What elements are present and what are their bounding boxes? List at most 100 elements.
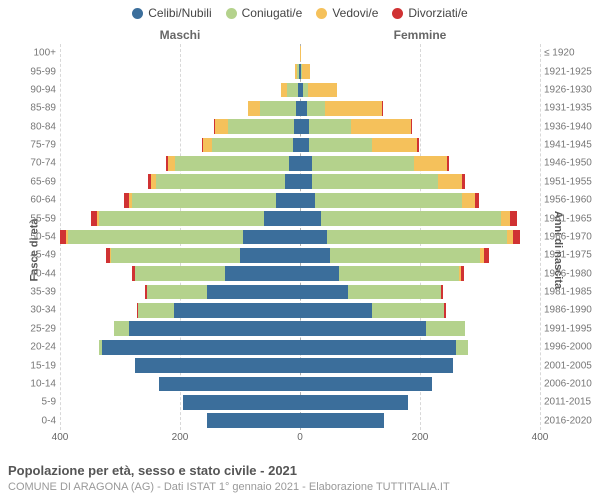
plot-area: 100+≤ 192095-991921-192590-941926-193085… xyxy=(60,44,540,430)
bar-segment-celibi xyxy=(300,174,312,189)
age-label: 65-69 xyxy=(16,176,56,187)
age-row: 70-741946-1950 xyxy=(60,154,540,172)
male-bar xyxy=(60,285,300,300)
bar-segment-coniugati xyxy=(330,248,480,263)
bar-segment-coniugati xyxy=(68,230,244,245)
female-bar xyxy=(300,138,540,153)
bar-segment-celibi xyxy=(300,230,327,245)
bar-rows: 100+≤ 192095-991921-192590-941926-193085… xyxy=(60,44,540,430)
female-bar xyxy=(300,46,540,61)
age-label: 80-84 xyxy=(16,121,56,132)
bar-segment-divorziati xyxy=(462,174,465,189)
age-label: 95-99 xyxy=(16,66,56,77)
bar-segment-celibi xyxy=(300,321,426,336)
male-bar xyxy=(60,156,300,171)
bar-segment-celibi xyxy=(300,266,339,281)
male-bar xyxy=(60,64,300,79)
female-bar xyxy=(300,303,540,318)
male-bar xyxy=(60,413,300,428)
bar-segment-celibi xyxy=(300,285,348,300)
x-tick: 400 xyxy=(532,432,549,443)
age-row: 65-691951-1955 xyxy=(60,173,540,191)
bar-segment-coniugati xyxy=(138,303,174,318)
bar-segment-celibi xyxy=(225,266,300,281)
legend-label: Vedovi/e xyxy=(332,6,378,20)
female-bar xyxy=(300,340,540,355)
bar-segment-celibi xyxy=(300,358,453,373)
bar-segment-celibi xyxy=(300,211,321,226)
bar-segment-coniugati xyxy=(114,321,129,336)
bar-segment-vedovi xyxy=(501,211,510,226)
bar-segment-celibi xyxy=(285,174,300,189)
vedovi-swatch xyxy=(316,8,327,19)
birth-year-label: 1976-1980 xyxy=(544,268,598,279)
birth-year-label: 2016-2020 xyxy=(544,415,598,426)
birth-year-label: ≤ 1920 xyxy=(544,48,598,59)
female-bar xyxy=(300,64,540,79)
birth-year-label: 1946-1950 xyxy=(544,158,598,169)
male-header: Maschi xyxy=(60,28,300,42)
age-label: 10-14 xyxy=(16,378,56,389)
bar-segment-celibi xyxy=(102,340,300,355)
bar-segment-coniugati xyxy=(99,211,264,226)
bar-segment-vedovi xyxy=(438,174,462,189)
birth-year-label: 1996-2000 xyxy=(544,342,598,353)
bar-segment-divorziati xyxy=(510,211,517,226)
legend-item: Vedovi/e xyxy=(316,6,378,20)
bar-segment-coniugati xyxy=(132,193,276,208)
male-bar xyxy=(60,321,300,336)
bar-segment-coniugati xyxy=(135,266,225,281)
bar-segment-celibi xyxy=(300,101,307,116)
age-row: 60-641956-1960 xyxy=(60,191,540,209)
age-label: 0-4 xyxy=(16,415,56,426)
bar-segment-divorziati xyxy=(513,230,520,245)
legend-label: Coniugati/e xyxy=(242,6,303,20)
age-label: 45-49 xyxy=(16,250,56,261)
age-row: 80-841936-1940 xyxy=(60,118,540,136)
bar-segment-celibi xyxy=(240,248,300,263)
population-pyramid: Celibi/Nubili Coniugati/e Vedovi/e Divorzia… xyxy=(0,0,600,500)
age-label: 15-19 xyxy=(16,360,56,371)
age-label: 55-59 xyxy=(16,213,56,224)
female-bar xyxy=(300,377,540,392)
chart-subtitle: COMUNE DI ARAGONA (AG) - Dati ISTAT 1° g… xyxy=(8,480,592,494)
age-label: 20-24 xyxy=(16,342,56,353)
bar-segment-coniugati xyxy=(307,101,325,116)
celibi-swatch xyxy=(132,8,143,19)
female-bar xyxy=(300,248,540,263)
age-row: 40-441976-1980 xyxy=(60,265,540,283)
birth-year-label: 1936-1940 xyxy=(544,121,598,132)
bar-segment-coniugati xyxy=(228,119,294,134)
male-bar xyxy=(60,303,300,318)
bar-segment-celibi xyxy=(300,303,372,318)
bar-segment-coniugati xyxy=(321,211,501,226)
legend-item: Divorziati/e xyxy=(392,6,467,20)
age-row: 55-591961-1965 xyxy=(60,209,540,227)
age-row: 30-341986-1990 xyxy=(60,301,540,319)
age-label: 50-54 xyxy=(16,231,56,242)
birth-year-label: 2011-2015 xyxy=(544,397,598,408)
bar-segment-celibi xyxy=(289,156,300,171)
age-label: 85-89 xyxy=(16,103,56,114)
age-row: 90-941926-1930 xyxy=(60,81,540,99)
bar-segment-celibi xyxy=(174,303,300,318)
bar-segment-celibi xyxy=(129,321,300,336)
bar-segment-coniugati xyxy=(260,101,296,116)
chart-title: Popolazione per età, sesso e stato civil… xyxy=(8,463,592,480)
bar-segment-celibi xyxy=(300,193,315,208)
bar-segment-celibi xyxy=(300,156,312,171)
column-headers: Maschi Femmine xyxy=(60,28,540,42)
male-bar xyxy=(60,230,300,245)
bar-segment-coniugati xyxy=(327,230,507,245)
chart-footer: Popolazione per età, sesso e stato civil… xyxy=(8,463,592,494)
female-bar xyxy=(300,266,540,281)
bar-segment-divorziati xyxy=(444,303,446,318)
legend: Celibi/Nubili Coniugati/e Vedovi/e Divorzia… xyxy=(0,0,600,20)
male-bar xyxy=(60,83,300,98)
male-bar xyxy=(60,248,300,263)
birth-year-label: 1921-1925 xyxy=(544,66,598,77)
age-row: 15-192001-2005 xyxy=(60,356,540,374)
birth-year-label: 1991-1995 xyxy=(544,323,598,334)
legend-item: Celibi/Nubili xyxy=(132,6,211,20)
age-row: 50-541966-1970 xyxy=(60,228,540,246)
